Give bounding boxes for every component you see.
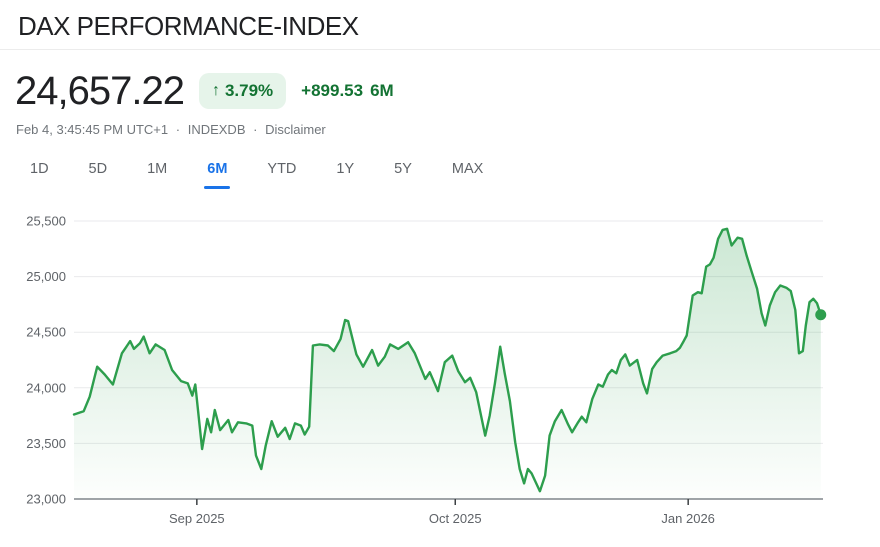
- page-title: DAX PERFORMANCE-INDEX: [18, 11, 359, 41]
- chart-line: [72, 227, 822, 493]
- price-chart-svg[interactable]: 23,000 23,500 24,000 24,500 25,000 25,500 Sep …: [0, 192, 880, 542]
- tab-5y[interactable]: 5Y: [374, 150, 432, 190]
- tab-label: YTD: [267, 161, 297, 177]
- y-axis-label: 25,000: [26, 269, 66, 284]
- y-axis-label: 23,000: [26, 492, 66, 507]
- quote-timestamp: Feb 4, 3:45:45 PM UTC+1: [16, 122, 169, 137]
- change-percent: 3.79%: [224, 81, 274, 100]
- range-tabs: 1D 5D 1M 6M YTD 1Y 5Y MAX: [10, 150, 880, 190]
- tab-max[interactable]: MAX: [432, 150, 503, 190]
- tab-5d[interactable]: 5D: [69, 150, 128, 190]
- y-axis-label: 25,500: [26, 214, 66, 229]
- separator-dot: ·: [175, 122, 181, 137]
- current-price: 24,657.22: [15, 68, 185, 113]
- y-axis-label: 24,500: [26, 325, 66, 340]
- tab-label: 6M: [207, 161, 228, 177]
- change-badge: ↑ 3.79%: [198, 73, 287, 109]
- tab-6m[interactable]: 6M: [187, 150, 247, 190]
- tab-label: MAX: [451, 161, 484, 177]
- disclaimer-link[interactable]: Disclaimer: [265, 122, 326, 137]
- separator-dot: ·: [253, 122, 258, 137]
- quote-meta: Feb 4, 3:45:45 PM UTC+1 · INDEXDB · Disc…: [16, 122, 880, 138]
- y-axis-label: 24,000: [26, 380, 66, 395]
- up-arrow-icon: ↑: [211, 82, 220, 99]
- chart-area-fill: [74, 228, 821, 500]
- tab-ytd[interactable]: YTD: [247, 150, 316, 190]
- change-absolute: +899.53 6M: [301, 81, 394, 101]
- change-value: +899.53: [301, 81, 364, 100]
- y-axis-label: 23,500: [26, 436, 66, 451]
- change-period: 6M: [370, 81, 394, 100]
- tab-label: 5D: [88, 161, 108, 177]
- tab-label: 5Y: [394, 161, 412, 177]
- tab-label: 1M: [147, 161, 168, 177]
- x-axis-label: Oct 2025: [429, 511, 482, 526]
- quote-summary: 24,657.22 ↑ 3.79% +899.53 6M: [15, 67, 880, 115]
- exchange-label: INDEXDB: [187, 122, 246, 137]
- x-axis-label: Jan 2026: [661, 511, 715, 526]
- price-chart[interactable]: 23,000 23,500 24,000 24,500 25,000 25,500 Sep …: [0, 192, 880, 547]
- tab-1d[interactable]: 1D: [10, 150, 69, 190]
- tab-label: 1Y: [336, 161, 355, 177]
- last-price-dot: [815, 309, 827, 321]
- tab-1m[interactable]: 1M: [127, 150, 187, 190]
- active-tab-underline: [204, 186, 231, 189]
- tab-label: 1D: [30, 161, 49, 177]
- tab-1y[interactable]: 1Y: [316, 150, 374, 190]
- page-header: DAX PERFORMANCE-INDEX: [0, 0, 880, 50]
- x-axis-label: Sep 2025: [169, 511, 225, 526]
